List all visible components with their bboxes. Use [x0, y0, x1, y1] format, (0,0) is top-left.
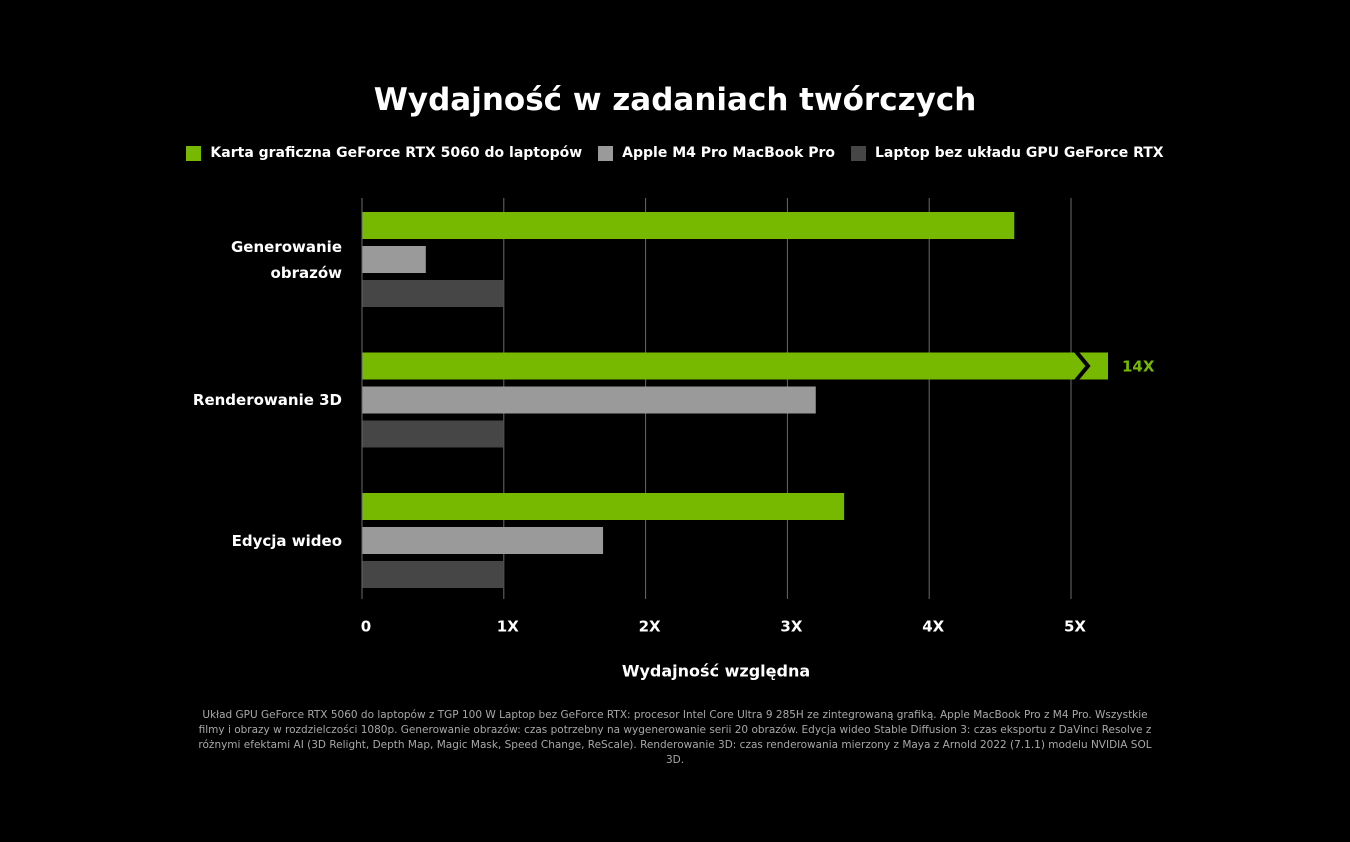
- legend-swatch: [186, 145, 202, 161]
- value-label: 14X: [1122, 358, 1155, 376]
- bar: [362, 493, 845, 520]
- x-tick-label: 5X: [1064, 618, 1086, 636]
- x-tick-label: 1X: [497, 618, 519, 636]
- x-axis-label: Wydajność względna: [622, 662, 810, 681]
- legend-label: Apple M4 Pro MacBook Pro: [622, 145, 835, 161]
- legend: Karta graficzna GeForce RTX 5060 do lapt…: [0, 145, 1350, 161]
- bar: [362, 246, 426, 273]
- category-label: Generowanie obrazów: [230, 237, 342, 282]
- chart-title: Wydajność w zadaniach twórczych: [373, 82, 977, 118]
- x-tick-label: 2X: [639, 618, 661, 636]
- legend-item: Apple M4 Pro MacBook Pro: [598, 145, 835, 161]
- bar: [362, 420, 504, 448]
- bar: [362, 527, 604, 554]
- legend-swatch: [850, 145, 866, 161]
- x-tick-label: 0: [361, 618, 371, 636]
- footnote: Układ GPU GeForce RTX 5060 do laptopów z…: [198, 709, 1152, 766]
- x-tick-label: 4X: [922, 618, 944, 636]
- category-label: Renderowanie 3D: [192, 391, 342, 409]
- bar: [362, 561, 504, 588]
- legend-item: Karta graficzna GeForce RTX 5060 do lapt…: [186, 145, 582, 161]
- category-label: Edycja wideo: [231, 531, 342, 550]
- bar: [362, 212, 1015, 239]
- axis-break: [1074, 350, 1091, 382]
- bar: [362, 386, 816, 414]
- bar: [362, 280, 504, 307]
- legend-label: Karta graficzna GeForce RTX 5060 do lapt…: [210, 145, 583, 161]
- legend-swatch: [598, 145, 614, 161]
- legend-label: Laptop bez układu GPU GeForce RTX: [874, 145, 1164, 161]
- legend-item: Laptop bez układu GPU GeForce RTX: [850, 145, 1164, 161]
- bar: [362, 352, 1108, 380]
- x-tick-label: 3X: [780, 618, 802, 636]
